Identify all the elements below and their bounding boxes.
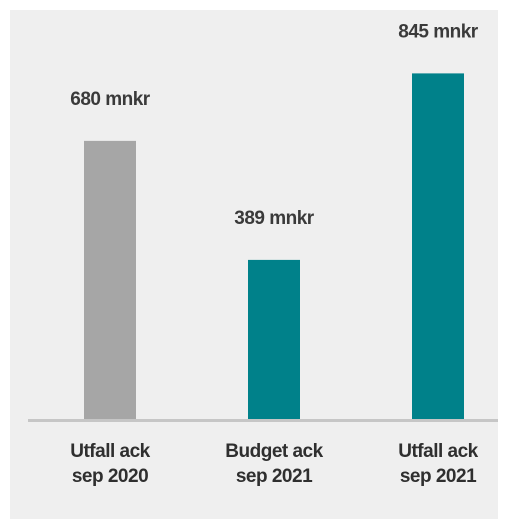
- category-label-1-line-2: sep 2020: [72, 466, 148, 487]
- bar-1: [84, 140, 136, 419]
- category-label-3-line-2: sep 2021: [400, 466, 477, 487]
- value-label-2: 389 mnkr: [234, 208, 315, 229]
- category-label-3-line-1: Utfall ack: [398, 441, 478, 462]
- category-label-2-line-2: sep 2021: [236, 466, 313, 487]
- category-label-2-line-1: Budget ack: [225, 441, 323, 462]
- category-label-1-line-1: Utfall ack: [70, 441, 150, 462]
- value-label-1: 680 mnkr: [70, 89, 151, 110]
- bar-3: [412, 73, 464, 420]
- value-label-3: 845 mnkr: [398, 21, 479, 42]
- bar-2: [248, 259, 300, 419]
